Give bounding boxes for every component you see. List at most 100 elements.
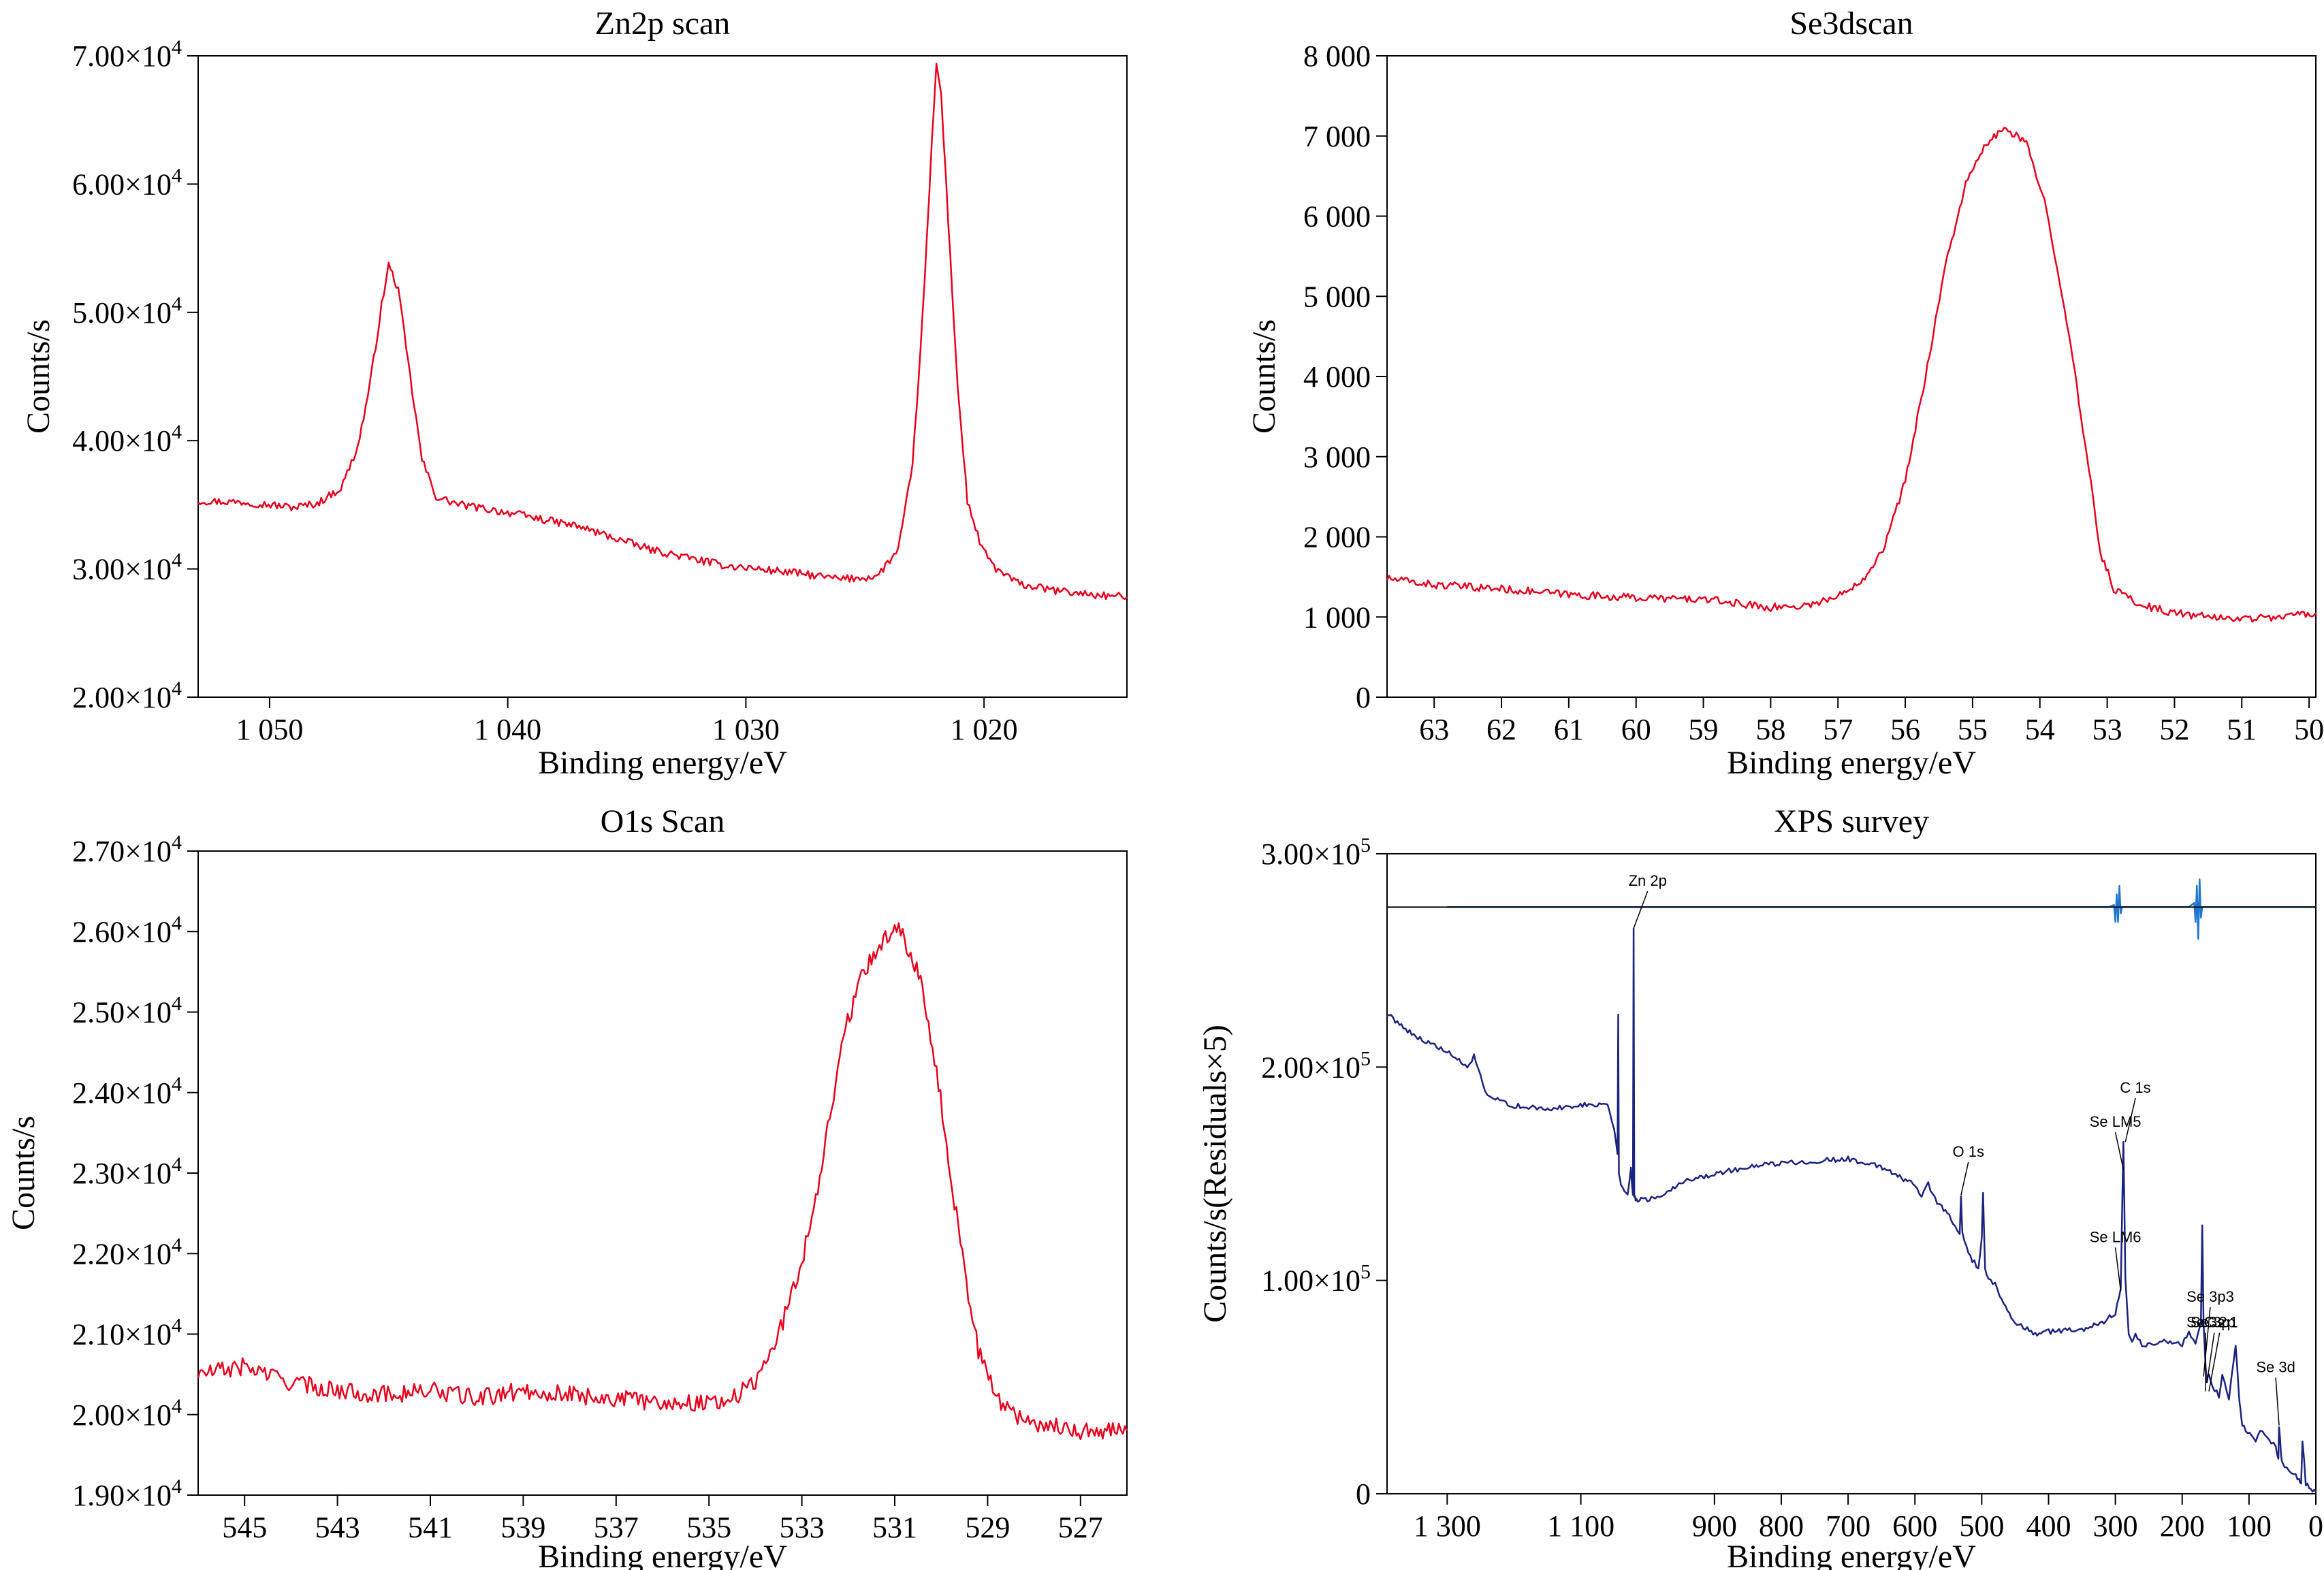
y-tick-label: 2.10×104 bbox=[72, 1315, 182, 1351]
x-tick-label: 1 020 bbox=[951, 713, 1018, 746]
y-tick-label: 2.30×104 bbox=[72, 1153, 182, 1190]
panel-o1s: O1s Scan Binding energy/eV Counts/s 545 5… bbox=[5, 803, 1128, 1570]
x-tick-label: 55 bbox=[1958, 713, 1988, 746]
x-tick-label: 529 bbox=[965, 1511, 1010, 1544]
peak-label: Se 3p3 bbox=[2186, 1288, 2234, 1305]
series-line bbox=[197, 63, 1128, 600]
x-axis-label: Binding energy/eV bbox=[1727, 1539, 1976, 1570]
panel-zn2p: Zn2p scan Binding energy/eV Counts/s 1 0… bbox=[20, 5, 1128, 781]
y-tick-label: 2.20×104 bbox=[72, 1234, 182, 1270]
series-line bbox=[1386, 927, 2317, 1493]
x-axis-label: Binding energy/eV bbox=[538, 745, 787, 781]
y-tick-label: 7 000 bbox=[1303, 120, 1371, 153]
y-tick-label: 7.00×104 bbox=[72, 36, 182, 73]
y-tick-label: 2.00×104 bbox=[72, 677, 182, 714]
x-tick-label: 527 bbox=[1058, 1511, 1103, 1544]
y-tick-label: 3.00×105 bbox=[1261, 834, 1371, 871]
x-tick-label: 50 bbox=[2294, 713, 2324, 746]
x-tick-label: 300 bbox=[2093, 1509, 2138, 1543]
peak-label: C 1s bbox=[2120, 1079, 2150, 1096]
x-tick-label: 1 100 bbox=[1547, 1509, 1614, 1543]
chart-title: Se3dscan bbox=[1789, 5, 1913, 42]
x-tick-label: 0 bbox=[2308, 1509, 2323, 1543]
panel-xps-survey: XPS survey Binding energy/eV Counts/s(Re… bbox=[1197, 803, 2323, 1570]
x-tick-label: 537 bbox=[594, 1511, 639, 1544]
y-axis-label: Counts/s(Residuals×5) bbox=[1197, 1025, 1233, 1323]
panel-se3d: Se3dscan Binding energy/eV Counts/s 63 62… bbox=[1246, 5, 2324, 781]
y-tick-label: 6.00×104 bbox=[72, 164, 182, 201]
plot-frame bbox=[197, 55, 1128, 698]
x-tick-label: 54 bbox=[2025, 713, 2055, 746]
chart-title: Zn2p scan bbox=[595, 5, 731, 42]
x-axis-label: Binding energy/eV bbox=[538, 1539, 787, 1570]
x-tick-label: 541 bbox=[408, 1511, 453, 1544]
y-tick-label: 0 bbox=[1356, 1477, 1371, 1511]
y-tick-label: 2.50×104 bbox=[72, 993, 182, 1029]
x-tick-label: 535 bbox=[686, 1511, 731, 1544]
peak-label: Se 3p1 bbox=[2191, 1314, 2238, 1331]
peak-label: Se LM6 bbox=[2090, 1228, 2142, 1245]
x-tick-label: 533 bbox=[780, 1511, 825, 1544]
peak-label: Se 3d bbox=[2256, 1358, 2295, 1375]
peak-leader-line bbox=[2208, 1332, 2220, 1392]
peak-leader-line bbox=[1633, 891, 1649, 929]
y-tick-label: 1.90×104 bbox=[72, 1475, 182, 1512]
y-tick-label: 6 000 bbox=[1303, 200, 1371, 234]
x-tick-label: 539 bbox=[500, 1511, 545, 1544]
y-tick-label: 0 bbox=[1356, 681, 1371, 714]
x-tick-label: 53 bbox=[2092, 713, 2122, 746]
peak-leader-line bbox=[2275, 1377, 2280, 1426]
series-line bbox=[1386, 127, 2317, 623]
y-tick-label: 5 000 bbox=[1303, 280, 1371, 313]
x-tick-label: 545 bbox=[222, 1511, 267, 1544]
plot-frame bbox=[1386, 853, 2317, 1494]
x-tick-label: 900 bbox=[1692, 1509, 1737, 1543]
y-tick-label: 2.00×105 bbox=[1261, 1047, 1371, 1084]
y-tick-label: 2 000 bbox=[1303, 521, 1371, 554]
x-tick-label: 700 bbox=[1826, 1509, 1871, 1543]
y-tick-label: 3.00×104 bbox=[72, 549, 182, 586]
x-tick-label: 62 bbox=[1486, 713, 1516, 746]
peak-leader-line bbox=[2206, 1332, 2215, 1383]
y-tick-label: 5.00×104 bbox=[72, 293, 182, 330]
y-tick-label: 4 000 bbox=[1303, 360, 1371, 394]
peak-leader-line bbox=[2114, 1247, 2122, 1292]
peak-label: Se 3s bbox=[2186, 1314, 2225, 1331]
x-tick-label: 57 bbox=[1823, 713, 1853, 746]
chart-title: O1s Scan bbox=[601, 803, 725, 839]
peak-label: Se LM5 bbox=[2090, 1113, 2142, 1130]
y-tick-label: 2.60×104 bbox=[72, 912, 182, 948]
chart-title: XPS survey bbox=[1774, 803, 1929, 839]
x-tick-label: 531 bbox=[872, 1511, 917, 1544]
peak-leader-line bbox=[1960, 1162, 1969, 1196]
y-tick-label: 8 000 bbox=[1303, 39, 1371, 73]
peak-label: Zn 2p bbox=[1629, 872, 1667, 889]
series-line bbox=[197, 922, 1128, 1441]
x-tick-label: 1 050 bbox=[236, 713, 303, 746]
x-tick-label: 59 bbox=[1689, 713, 1719, 746]
x-tick-label: 500 bbox=[1959, 1509, 2004, 1543]
y-axis-label: Counts/s bbox=[1246, 319, 1282, 434]
x-tick-label: 543 bbox=[315, 1511, 360, 1544]
y-tick-label: 2.70×104 bbox=[72, 831, 182, 868]
peak-leader-line bbox=[2124, 1098, 2136, 1142]
x-tick-label: 400 bbox=[2026, 1509, 2071, 1543]
x-tick-label: 58 bbox=[1755, 713, 1785, 746]
plot-frame bbox=[197, 850, 1128, 1496]
y-tick-label: 1.00×105 bbox=[1261, 1261, 1371, 1298]
x-tick-label: 63 bbox=[1419, 713, 1449, 746]
y-axis-label: Counts/s bbox=[5, 1116, 42, 1230]
peak-label: C 2p bbox=[2203, 1314, 2235, 1331]
x-tick-label: 60 bbox=[1621, 713, 1651, 746]
x-tick-label: 52 bbox=[2159, 713, 2189, 746]
x-tick-label: 600 bbox=[1892, 1509, 1937, 1543]
x-tick-label: 61 bbox=[1554, 713, 1584, 746]
y-axis-label: Counts/s bbox=[20, 319, 57, 434]
x-tick-label: 800 bbox=[1759, 1509, 1804, 1543]
x-tick-label: 56 bbox=[1890, 713, 1920, 746]
series-line bbox=[1447, 878, 2316, 940]
x-tick-label: 1 040 bbox=[474, 713, 541, 746]
peak-leader-line bbox=[2203, 1307, 2211, 1377]
plot-frame bbox=[1386, 55, 2317, 698]
